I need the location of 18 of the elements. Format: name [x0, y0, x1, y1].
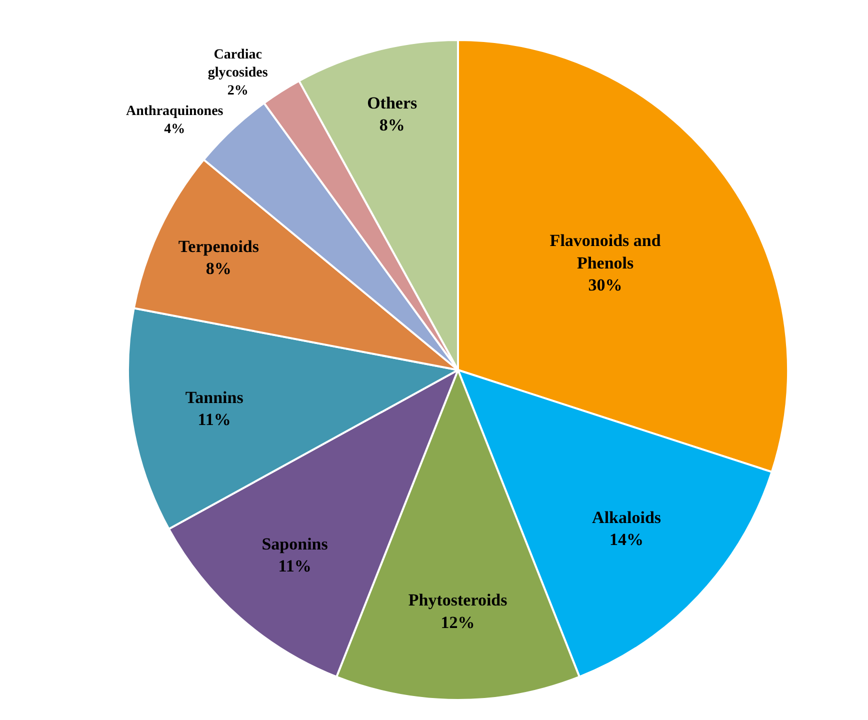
slice-label: Cardiac glycosides	[208, 47, 268, 81]
data-label: 2%	[227, 84, 248, 99]
data-label: 12%	[440, 612, 475, 632]
data-label: 14%	[610, 530, 644, 549]
slice-label: Flavonoids and Phenols	[550, 231, 662, 272]
slice-label: Others	[367, 93, 418, 112]
slice-label: Saponins	[262, 534, 328, 554]
slice-label: Alkaloids	[592, 508, 662, 527]
slice-label: Terpenoids	[178, 236, 260, 256]
slice-label: Anthraquinones	[126, 104, 224, 120]
data-label: 4%	[164, 122, 186, 138]
data-label: 8%	[379, 116, 405, 135]
slice-label: Tannins	[185, 388, 244, 408]
data-label: 8%	[206, 259, 232, 278]
data-label: 11%	[198, 410, 231, 430]
slice-label: Phytosteroids	[408, 590, 508, 610]
data-label: 30%	[588, 275, 622, 294]
data-label: 11%	[278, 556, 312, 576]
